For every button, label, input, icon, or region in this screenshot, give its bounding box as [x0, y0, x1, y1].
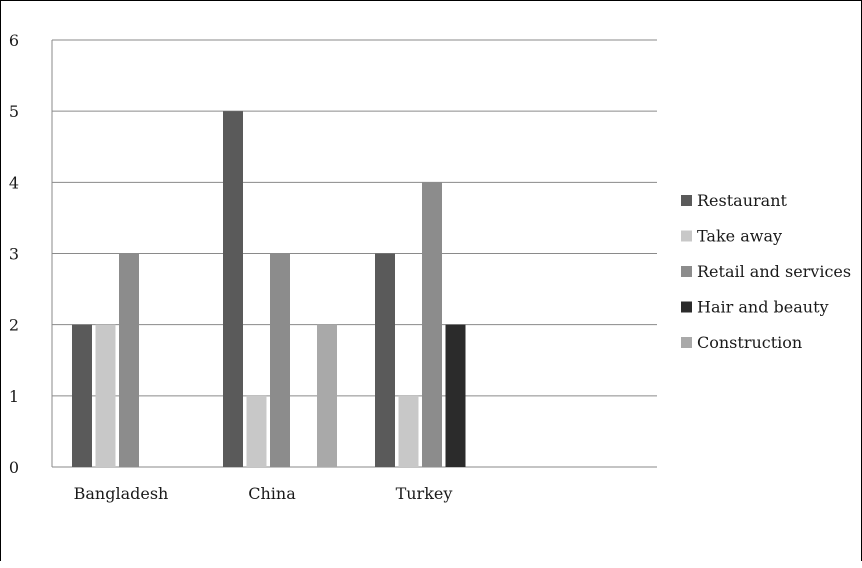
y-tick-label: 5	[9, 102, 19, 121]
legend-swatch	[681, 230, 692, 242]
legend-swatch	[681, 266, 692, 277]
y-tick-label: 1	[9, 387, 19, 406]
x-category-label: China	[248, 484, 296, 503]
legend-swatch	[681, 301, 692, 313]
legend-swatch	[681, 337, 692, 348]
bar-china-take-away	[246, 395, 267, 467]
bar-turkey-restaurant	[375, 253, 395, 467]
y-tick-label: 4	[9, 173, 19, 192]
legend: Restaurant Take away Retail and services Ha…	[681, 191, 851, 352]
bar-turkey-take-away	[398, 395, 419, 467]
legend-label: Retail and services	[697, 262, 851, 281]
bar-china-construction	[317, 324, 337, 467]
y-tick-label: 6	[9, 31, 19, 50]
x-category-label: Bangladesh	[74, 484, 169, 503]
y-axis-ticks: 0 1 2 3 4 5 6	[9, 31, 19, 477]
bar-turkey-hair-and-beauty	[445, 324, 466, 467]
y-tick-label: 2	[9, 316, 19, 335]
x-axis-labels: Bangladesh China Turkey	[74, 484, 453, 503]
bars	[72, 111, 466, 468]
bar-china-retail-and-services	[270, 253, 290, 467]
bar-turkey-retail-and-services	[422, 182, 442, 468]
bar-china-restaurant	[223, 111, 243, 468]
legend-label: Restaurant	[697, 191, 787, 210]
x-category-label: Turkey	[396, 484, 453, 503]
bar-bangladesh-retail-and-services	[119, 253, 139, 467]
legend-label: Hair and beauty	[697, 298, 829, 317]
legend-swatch	[681, 195, 692, 206]
gridlines	[51, 39, 657, 468]
y-tick-label: 3	[9, 245, 19, 264]
y-tick-label: 0	[9, 458, 19, 477]
bar-bangladesh-restaurant	[72, 324, 92, 467]
legend-label: Construction	[697, 333, 802, 352]
bar-bangladesh-take-away	[95, 324, 116, 467]
legend-label: Take away	[697, 227, 782, 246]
